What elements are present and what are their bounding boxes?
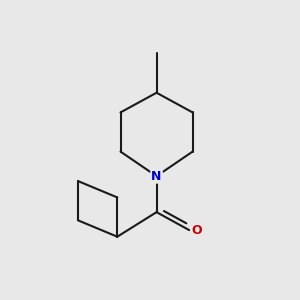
Text: N: N [152, 170, 162, 183]
Text: O: O [191, 224, 202, 237]
